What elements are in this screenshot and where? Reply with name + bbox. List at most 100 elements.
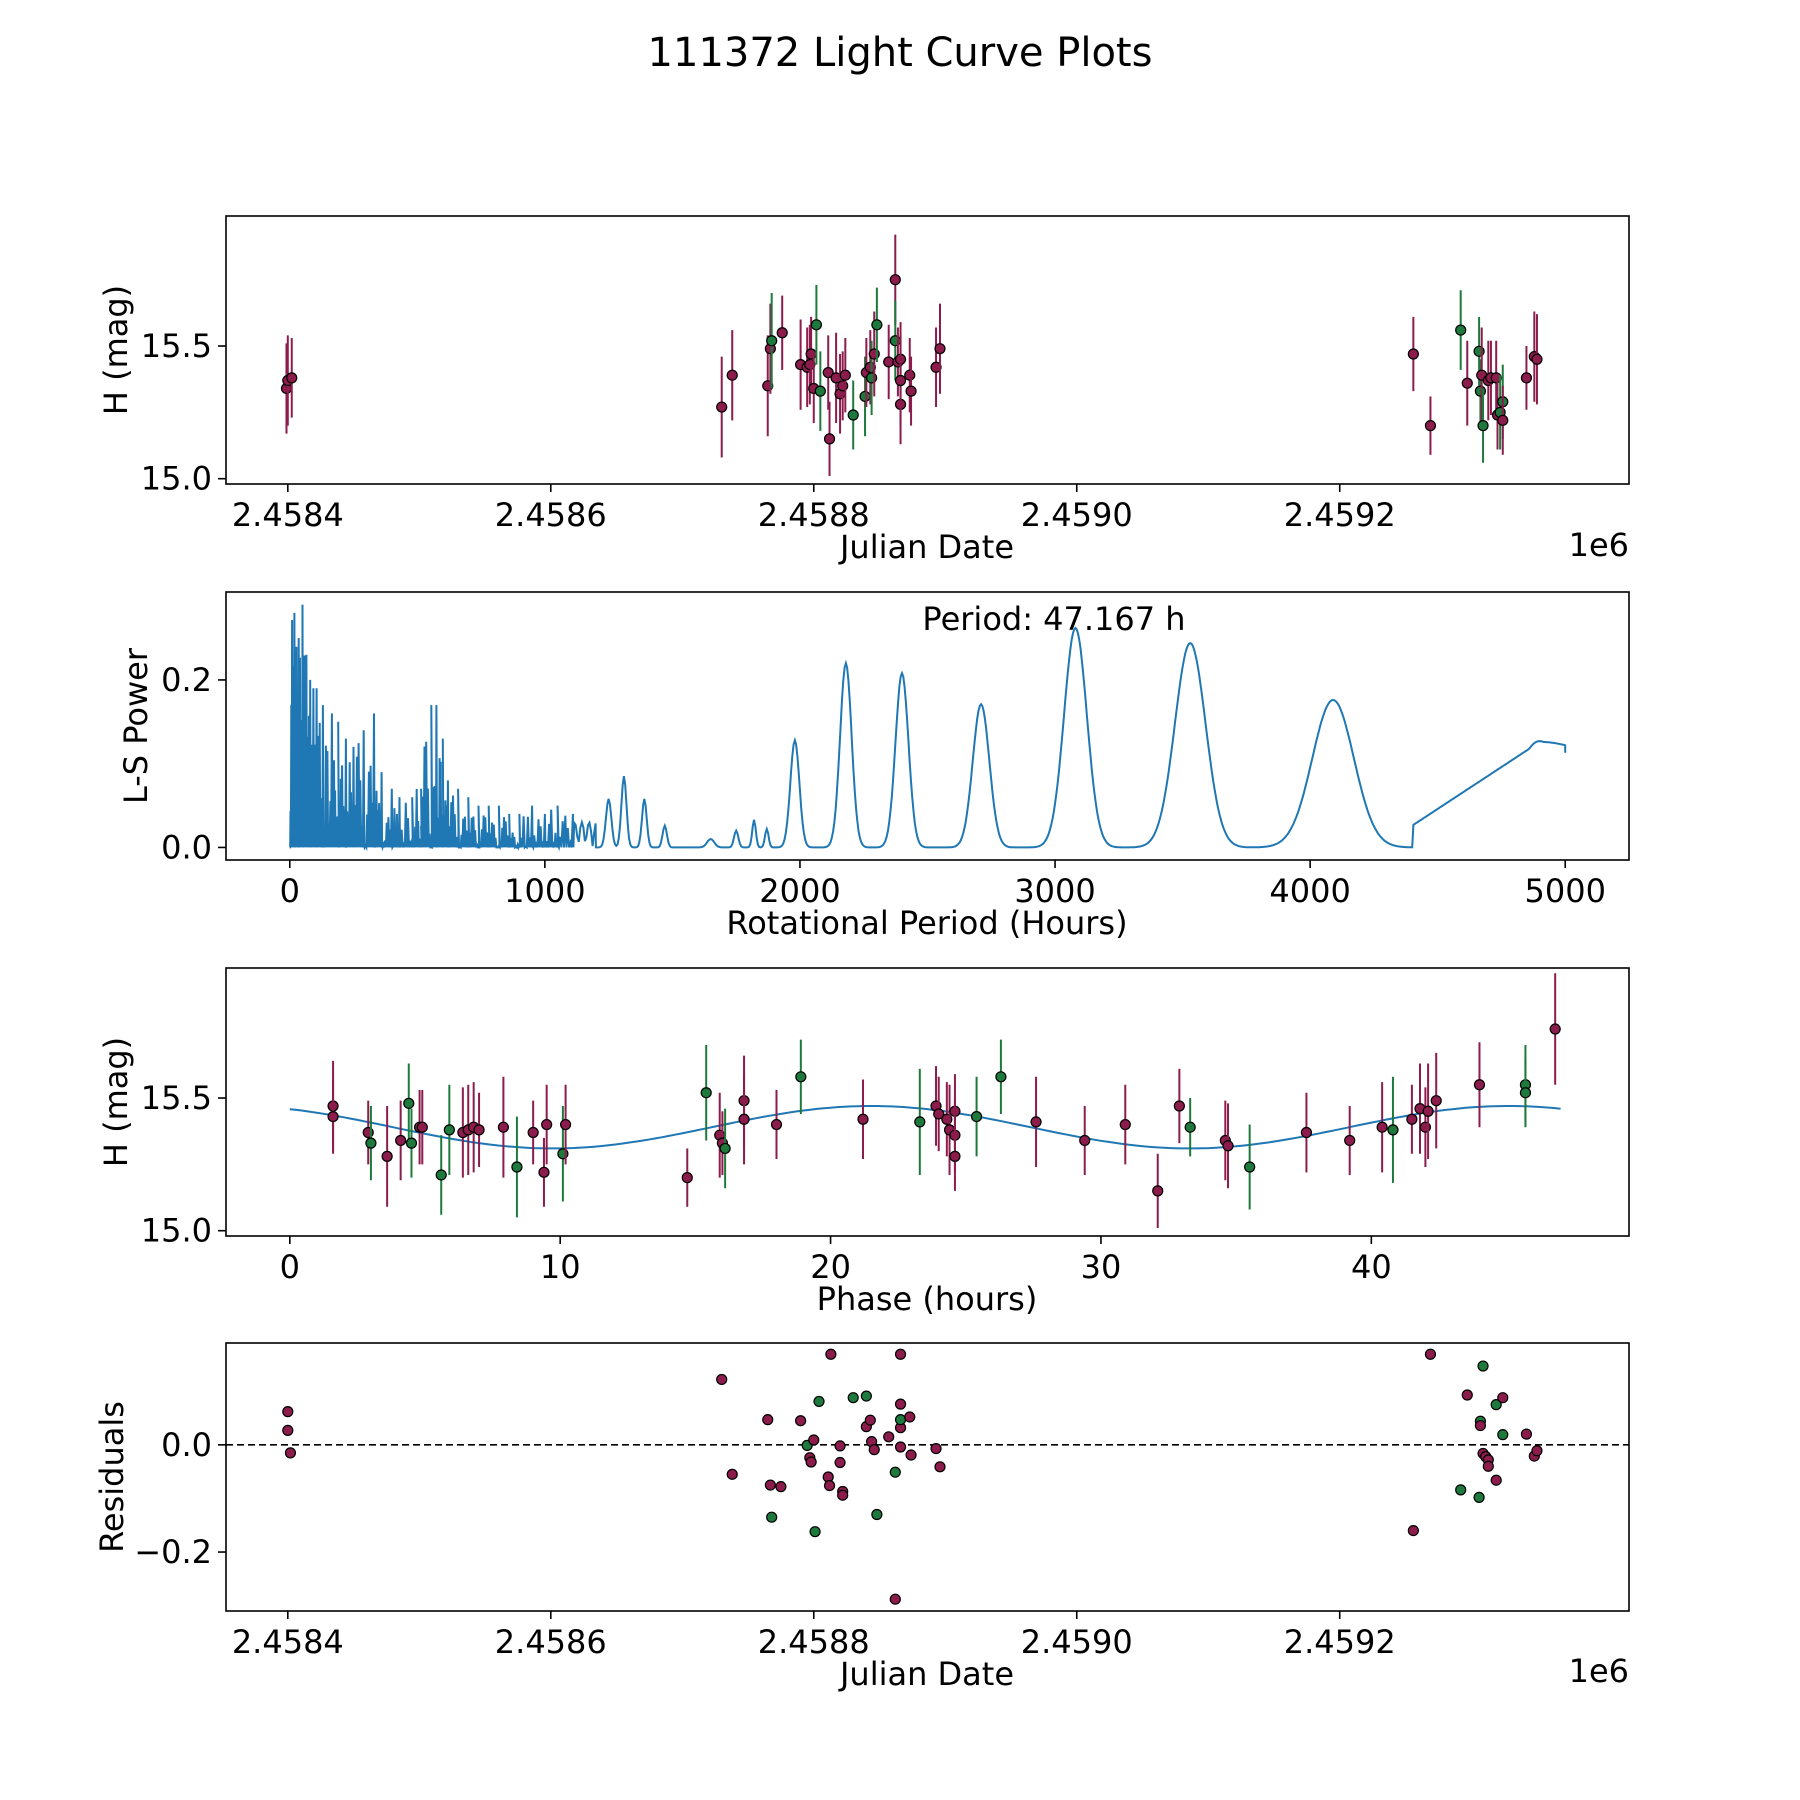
residual-point [823, 1479, 836, 1492]
lightcurve-point [1455, 324, 1467, 336]
phased-xtick-label: 20 [810, 1248, 851, 1286]
phased-xlabel: Phase (hours) [817, 1280, 1038, 1318]
periodogram-ylabel: L-S Power [117, 647, 155, 804]
periodogram-xtick-label: 1000 [504, 872, 585, 910]
residual-point [766, 1511, 778, 1523]
lightcurve-point [1477, 420, 1489, 432]
phased-point [1222, 1140, 1234, 1152]
residual-point [795, 1415, 807, 1427]
residual-point [834, 1440, 846, 1452]
residual-point [834, 1456, 846, 1469]
residual-point [904, 1411, 916, 1423]
lightcurve-point [1520, 372, 1533, 384]
phased-xtick-label: 40 [1351, 1248, 1392, 1286]
phased-xtick-label: 0 [280, 1248, 300, 1286]
residual-point [894, 1348, 907, 1360]
periodogram-data [289, 604, 1567, 852]
phased-point [949, 1150, 961, 1162]
lightcurve-point [1490, 372, 1502, 384]
lightcurve-point [934, 343, 946, 355]
phased-data [289, 973, 1561, 1229]
phased-point [1430, 1095, 1442, 1107]
residual-point [805, 1456, 817, 1468]
residual-point [1474, 1419, 1487, 1432]
residual-point [726, 1468, 738, 1480]
phased-point [681, 1172, 693, 1184]
lightcurve-panel: 2.4584 2.4586 2.4588 2.4590 2.4592 15.0 15.5 J… [97, 215, 1630, 566]
residual-point [883, 1431, 895, 1443]
lightcurve-ytick-label: 15.5 [141, 327, 212, 365]
phased-point [795, 1071, 807, 1083]
lightcurve-point [766, 335, 778, 347]
residuals-xtick-label: 2.4590 [1021, 1623, 1133, 1661]
residual-point [860, 1390, 872, 1402]
residual-point [894, 1414, 907, 1426]
residuals-ticks: 2.4584 2.4586 2.4588 2.4590 2.4592 −0.2 0.0 [134, 1426, 1395, 1661]
residuals-xtick-label: 2.4588 [758, 1623, 870, 1661]
lightcurve-point [839, 369, 851, 381]
residual-point [1490, 1399, 1502, 1411]
phased-point [1344, 1134, 1356, 1147]
residuals-xtick-label: 2.4584 [232, 1623, 344, 1661]
residual-point [1473, 1491, 1485, 1503]
residuals-xtick-label: 2.4592 [1284, 1623, 1396, 1661]
phased-point [511, 1161, 523, 1173]
phased-point [1030, 1116, 1042, 1128]
lightcurve-xtick-label: 2.4592 [1284, 496, 1396, 534]
phased-point [933, 1108, 945, 1120]
residual-point [871, 1508, 883, 1521]
phased-xtick-label: 30 [1081, 1248, 1122, 1286]
period-annotation: Period: 47.167 h [922, 600, 1185, 638]
lightcurve-data [280, 234, 1543, 477]
phased-point [365, 1137, 377, 1149]
phased-point [1300, 1126, 1313, 1139]
periodogram-xtick-label: 5000 [1525, 872, 1606, 910]
lightcurve-point [823, 433, 836, 445]
residual-point [864, 1414, 876, 1426]
lightcurve-point [286, 372, 298, 384]
lightcurve-ytick-label: 15.0 [141, 460, 212, 498]
residual-point [813, 1395, 825, 1408]
phased-point [473, 1124, 485, 1136]
residual-point [1497, 1429, 1509, 1441]
lightcurve-point [871, 319, 883, 331]
phased-point [416, 1121, 428, 1133]
lightcurve-xtick-label: 2.4588 [758, 496, 870, 534]
residual-point [1482, 1460, 1494, 1472]
residual-point [847, 1392, 859, 1404]
phased-ytick-label: 15.0 [141, 1212, 212, 1250]
lightcurve-point [1531, 353, 1543, 365]
phased-point [1406, 1113, 1418, 1125]
residuals-offset-label: 1e6 [1569, 1652, 1629, 1690]
lightcurve-point [904, 369, 916, 381]
residual-point [808, 1434, 820, 1446]
periodogram-xtick-label: 3000 [1014, 872, 1095, 910]
phased-point [770, 1118, 783, 1131]
residual-point [716, 1373, 728, 1386]
lightcurve-point [1461, 377, 1473, 389]
residuals-ytick-label: −0.2 [134, 1533, 212, 1571]
phased-point [405, 1137, 418, 1149]
residual-point [825, 1348, 837, 1360]
residuals-ytick-label: 0.0 [161, 1426, 212, 1464]
phased-point [395, 1134, 407, 1147]
phased-point [541, 1118, 553, 1131]
residual-point [934, 1461, 946, 1473]
lightcurve-point [864, 361, 876, 373]
phased-point [914, 1116, 926, 1128]
residual-point [1497, 1392, 1509, 1404]
lightcurve-xlabel: Julian Date [838, 528, 1014, 566]
phased-point [527, 1126, 539, 1139]
residual-point [1407, 1524, 1419, 1537]
residual-point [809, 1526, 821, 1538]
lightcurve-point [894, 374, 907, 387]
periodogram-xtick-label: 4000 [1269, 872, 1350, 910]
residual-point [837, 1489, 849, 1501]
lightcurve-point [776, 327, 788, 339]
phased-axes-frame [225, 967, 1630, 1237]
periodogram-xlabel: Rotational Period (Hours) [726, 904, 1127, 942]
lightcurve-point [859, 390, 871, 403]
residuals-panel: 2.4584 2.4586 2.4588 2.4590 2.4592 −0.2 0.0 Ju… [93, 1342, 1630, 1693]
lightcurve-point [814, 385, 826, 397]
lightcurve-point [930, 361, 942, 373]
